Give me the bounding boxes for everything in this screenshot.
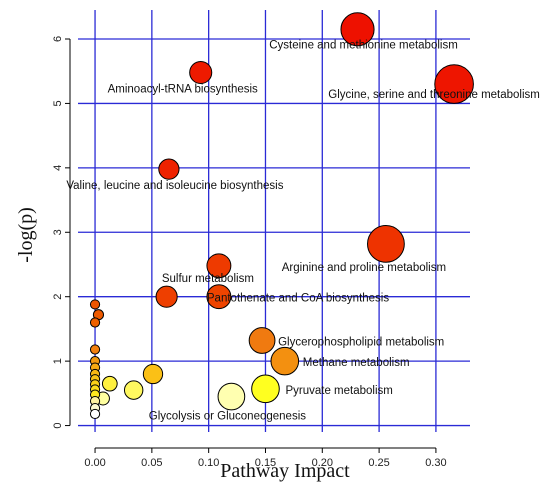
y-tick-label-5: 5 bbox=[52, 100, 64, 106]
point-9 bbox=[270, 346, 300, 376]
x-tick-label-4: 0.20 bbox=[312, 457, 333, 469]
point-2 bbox=[189, 60, 213, 85]
point-label-5: Sulfur metabolism bbox=[162, 273, 254, 285]
y-tick-label-4: 4 bbox=[52, 165, 64, 171]
point-13 bbox=[123, 380, 144, 400]
y-tick-label-0: 0 bbox=[52, 422, 64, 428]
point-10 bbox=[251, 374, 280, 404]
point-label-8: Glycerophospholipid metabolism bbox=[278, 337, 444, 349]
y-tick-label-1: 1 bbox=[52, 358, 64, 364]
point-label-2: Aminoacyl-tRNA biosynthesis bbox=[108, 83, 258, 95]
x-tick-label-0: 0.00 bbox=[84, 457, 105, 469]
x-tick-label-1: 0.05 bbox=[141, 457, 162, 469]
point-7 bbox=[206, 284, 232, 310]
point-label-10: Pyruvate metabolism bbox=[285, 385, 392, 397]
point-16 bbox=[89, 299, 101, 310]
point-18 bbox=[89, 317, 101, 328]
point-4 bbox=[367, 224, 405, 263]
axes: 0.00 0.05 0.10 0.15 0.20 0.25 0.30 0 1 2 3 4 5 6 bbox=[52, 36, 447, 469]
x-axis-title: Pathway Impact bbox=[220, 460, 350, 482]
y-tick-label-3: 3 bbox=[52, 229, 64, 235]
x-tick-label-2: 0.10 bbox=[198, 457, 219, 469]
point-1 bbox=[434, 64, 474, 104]
point-6 bbox=[155, 285, 178, 308]
point-5 bbox=[206, 253, 232, 279]
data-points bbox=[89, 12, 474, 420]
point-14 bbox=[101, 375, 118, 392]
point-12 bbox=[142, 363, 164, 385]
x-tick-label-6: 0.30 bbox=[425, 457, 446, 469]
x-tick-label-5: 0.25 bbox=[368, 457, 389, 469]
point-3 bbox=[158, 158, 180, 180]
point-label-3: Valine, leucine and isoleucine biosynthe… bbox=[66, 180, 283, 192]
x-tick-label-3: 0.15 bbox=[255, 457, 276, 469]
point-label-4: Arginine and proline metabolism bbox=[282, 262, 446, 274]
point-label-9: Methane metabolism bbox=[303, 357, 410, 369]
y-tick-label-2: 2 bbox=[52, 294, 64, 300]
point-29 bbox=[89, 408, 101, 420]
grid bbox=[78, 10, 470, 432]
y-axis-title: -log(p) bbox=[15, 207, 37, 263]
point-0 bbox=[340, 12, 375, 47]
y-tick-label-6: 6 bbox=[52, 36, 64, 42]
point-labels: Cysteine and methionine metabolism Glycin… bbox=[66, 39, 540, 422]
point-19 bbox=[89, 344, 101, 355]
point-label-1: Glycine, serine and threonine metabolism bbox=[328, 89, 540, 101]
point-8 bbox=[248, 327, 276, 354]
point-label-11: Glycolysis or Gluconeogenesis bbox=[149, 411, 306, 423]
point-11 bbox=[217, 382, 246, 411]
point-label-0: Cysteine and methionine metabolism bbox=[269, 39, 458, 51]
point-label-7: Pantothenate and CoA biosynthesis bbox=[207, 293, 389, 305]
